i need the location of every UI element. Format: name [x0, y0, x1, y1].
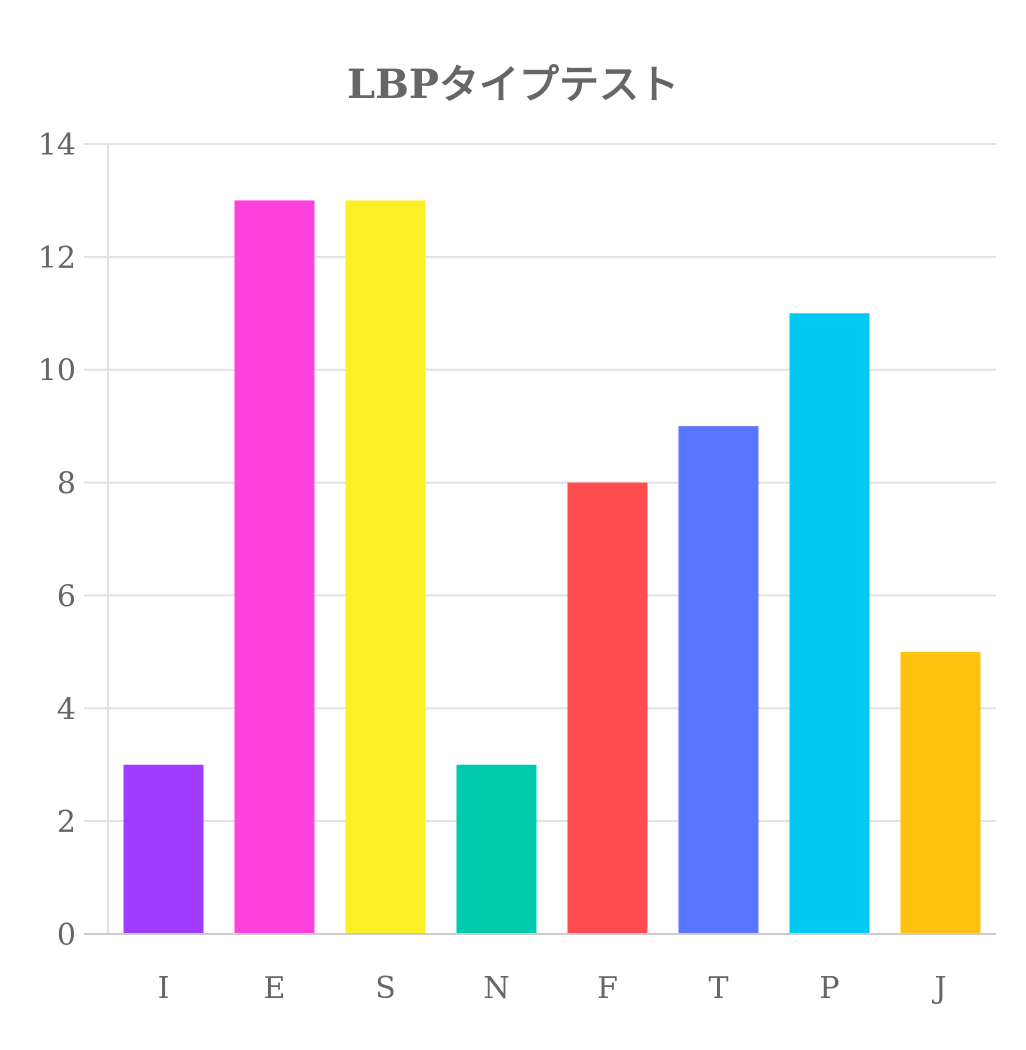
x-tick-label: J — [931, 971, 946, 1006]
bar-j — [900, 651, 981, 934]
bar-e — [234, 200, 315, 934]
y-tick-label: 4 — [57, 692, 76, 727]
x-tick-label: T — [708, 971, 728, 1006]
x-tick-label: S — [375, 971, 396, 1006]
x-tick-label: N — [483, 971, 509, 1006]
bar-f — [567, 482, 648, 934]
x-tick-label: P — [819, 971, 839, 1006]
y-tick-label: 0 — [57, 918, 76, 953]
x-tick-label: I — [158, 971, 170, 1006]
y-tick-label: 14 — [38, 128, 76, 163]
bar-i — [123, 764, 204, 934]
chart-title: LBPタイプテスト — [346, 61, 679, 108]
bar-s — [345, 200, 426, 934]
y-tick-label: 8 — [57, 467, 76, 502]
y-axis-ticks: 0 2 4 6 8 10 12 14 — [38, 128, 108, 953]
bar-n — [456, 764, 537, 934]
y-tick-label: 2 — [57, 805, 76, 840]
bar-t — [678, 426, 759, 934]
y-tick-label: 6 — [57, 579, 76, 614]
bar-p — [789, 313, 870, 934]
bars — [123, 200, 981, 934]
y-tick-label: 12 — [38, 241, 76, 276]
axes — [84, 144, 996, 935]
x-tick-label: E — [264, 971, 286, 1006]
x-tick-label: F — [597, 971, 618, 1006]
y-tick-label: 10 — [38, 354, 76, 389]
